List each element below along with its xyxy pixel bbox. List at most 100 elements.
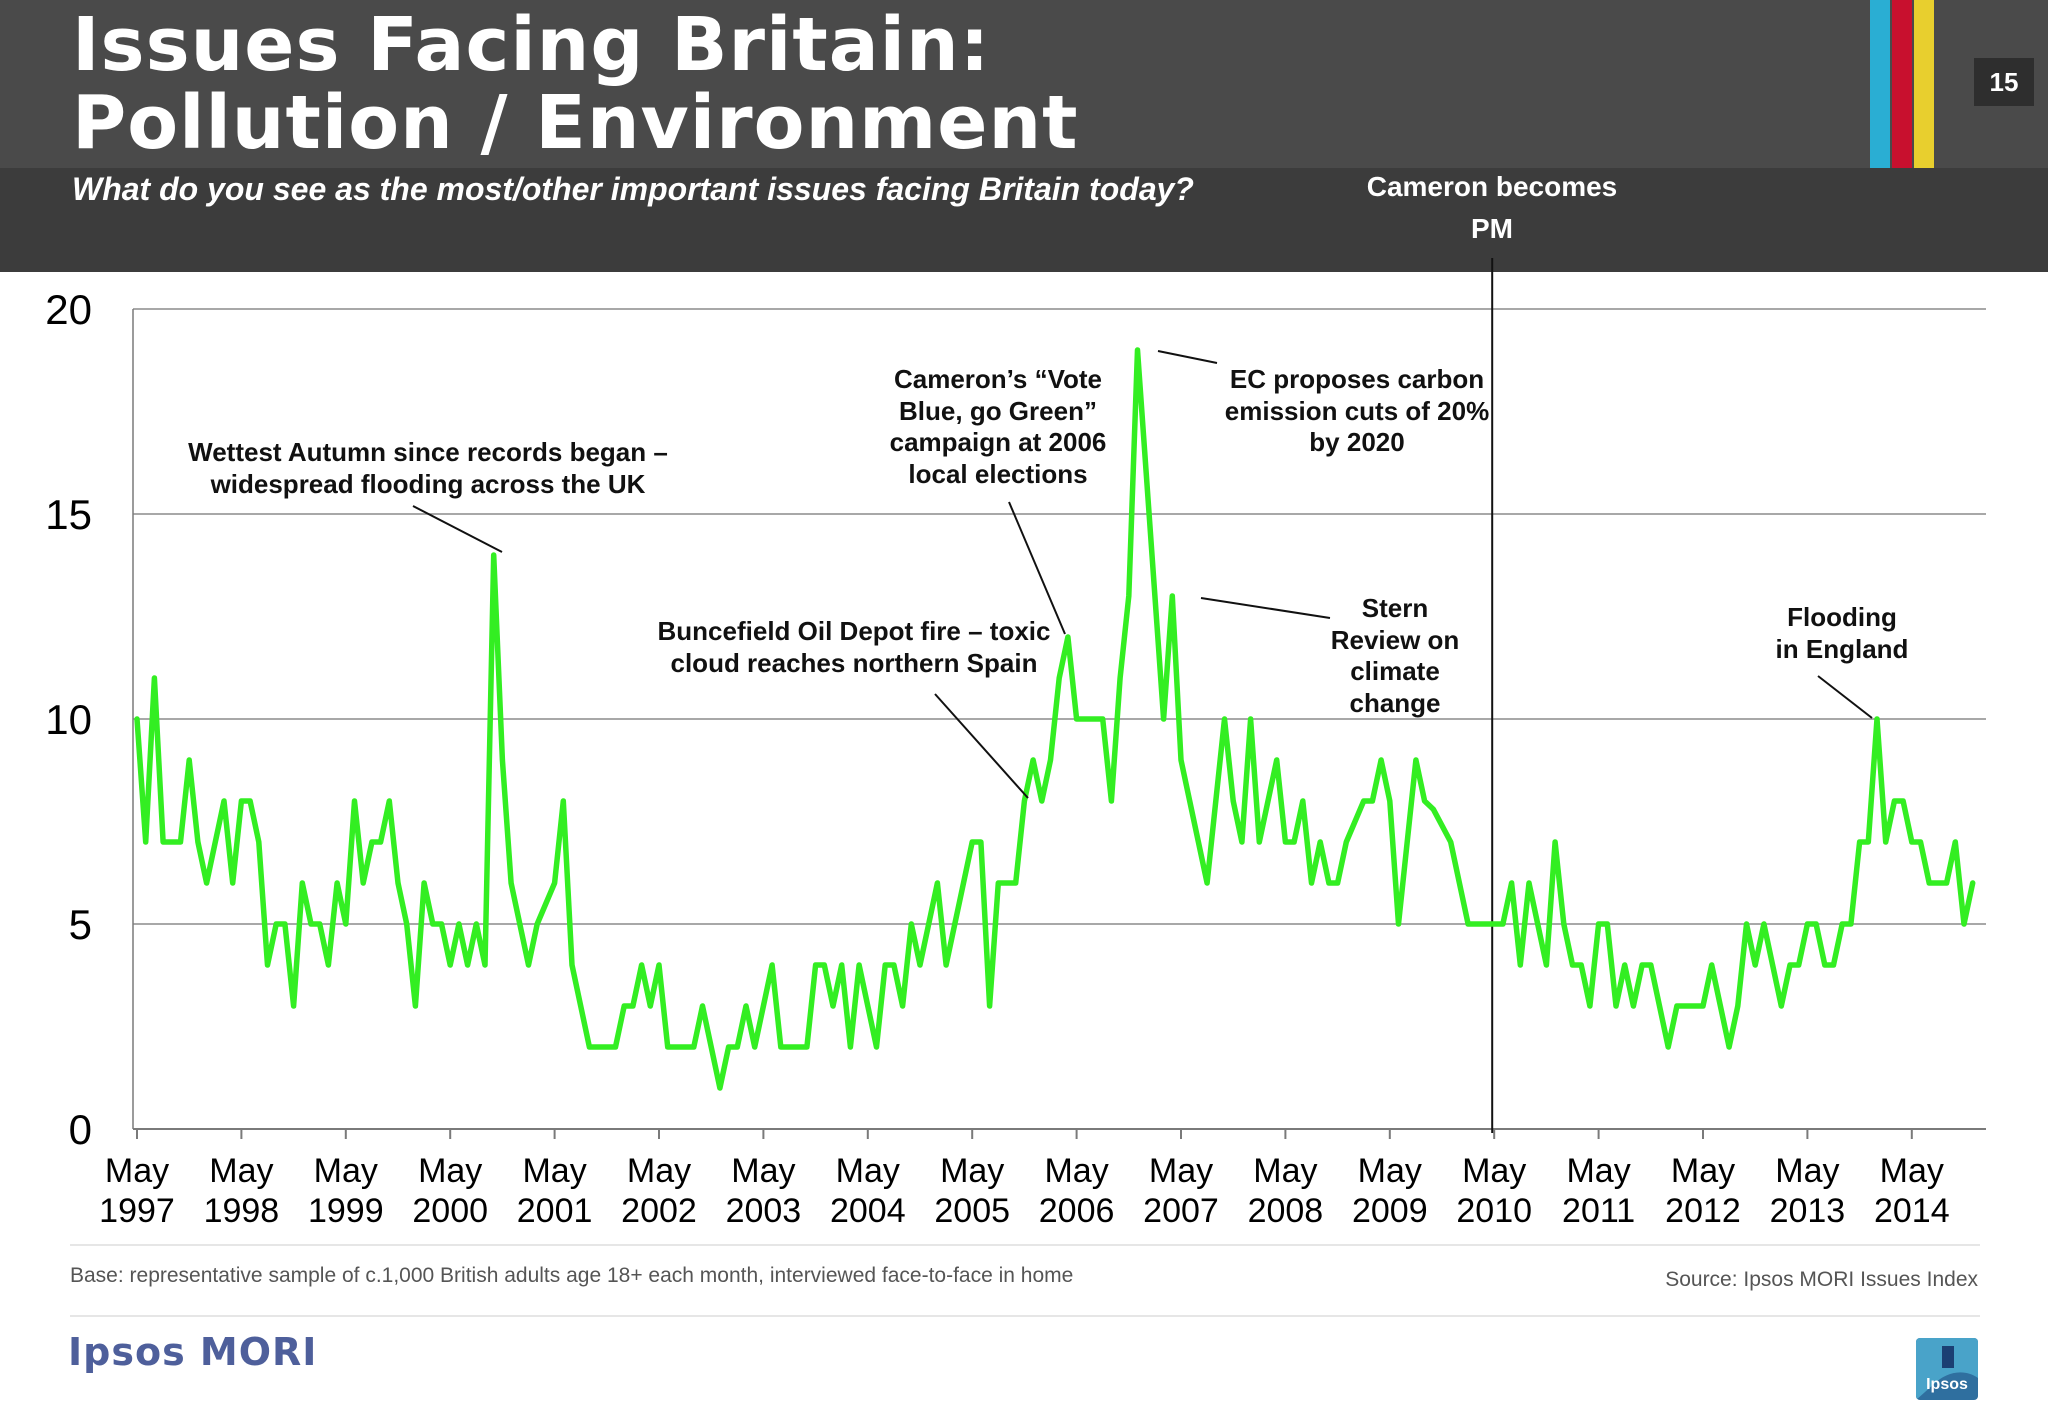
data-point [770,963,774,967]
data-point [683,1045,687,1049]
data-point [1571,963,1574,967]
data-point [1153,594,1157,598]
x-tick-label-month: May [731,1152,795,1190]
data-point [1110,799,1113,803]
data-point [1188,799,1191,803]
x-tick-label-year: 1998 [204,1192,280,1230]
data-point [866,1004,869,1008]
data-point [1319,840,1322,844]
data-point [553,881,556,885]
data-point [170,840,173,844]
x-tick-label-month: May [1358,1152,1422,1190]
data-point [857,963,861,967]
data-point [1388,799,1392,803]
data-point [188,758,191,762]
data-point [1597,922,1600,926]
data-point [701,1004,704,1008]
data-point [1936,881,1940,885]
x-tick-label-year: 2000 [412,1192,488,1230]
data-point [779,1045,782,1049]
data-point [1379,758,1383,762]
y-tick-label: 5 [69,901,92,948]
data-point [1727,1045,1731,1049]
data-point [1710,963,1713,967]
cameron-pm-marker: Cameron becomes PM [1367,171,1618,1133]
data-point [544,902,548,905]
x-tick-label-month: May [1462,1152,1526,1190]
data-point [605,1045,608,1049]
data-point [1501,922,1505,926]
data-point [1954,840,1957,844]
data-point [1640,963,1644,967]
data-point [257,840,260,844]
footer-divider [70,1244,1980,1246]
data-point [727,1045,730,1049]
data-point [1092,717,1096,721]
data-point [1214,799,1218,803]
annotation-leader [934,693,1029,799]
x-tick-label-year: 2009 [1352,1192,1428,1230]
data-point [536,922,539,926]
data-point [449,963,452,967]
x-tick-label-year: 2003 [726,1192,802,1230]
pm-marker-label: Cameron becomes [1367,171,1618,202]
data-point [214,840,217,844]
data-point [1867,840,1870,844]
data-point [1823,963,1827,967]
data-point [1701,1004,1705,1008]
x-tick-label-month: May [105,1152,169,1190]
data-point [823,963,826,967]
data-point [1762,922,1766,926]
data-point [466,963,469,967]
x-tick-label-month: May [314,1152,378,1190]
x-tick-label-year: 2005 [934,1192,1010,1230]
x-tick-label-year: 2013 [1770,1192,1846,1230]
data-point [335,881,339,885]
x-tick-label-year: 2014 [1874,1192,1950,1230]
data-point [1136,348,1139,352]
brand-stripe-yellow [1914,0,1934,168]
data-point [292,1004,295,1008]
data-point [1101,717,1104,721]
data-point [1536,922,1539,926]
page-subtitle: What do you see as the most/other import… [72,171,1194,207]
data-point [1928,881,1931,885]
data-point [1719,1004,1722,1008]
data-point [1693,1004,1696,1008]
data-point [1884,840,1887,844]
annotation-line: EC proposes carbon [1230,364,1484,394]
data-point [1458,881,1461,885]
data-point [266,963,269,967]
data-point [1745,922,1748,926]
data-point [944,963,948,967]
annotation-line: local elections [908,459,1087,489]
data-point [1649,963,1653,967]
data-point [1806,922,1809,926]
data-point [153,676,156,680]
data-point [457,922,461,926]
data-point [953,922,956,926]
footer-divider [70,1315,1980,1317]
data-point [1962,922,1966,926]
data-point [1562,922,1566,926]
annotation-leader-lines [412,350,1873,799]
data-point [962,881,965,885]
data-point [1049,758,1052,762]
data-point [1118,676,1122,680]
data-point [1249,717,1252,721]
data-point [1614,1004,1618,1008]
data-point [1632,1004,1635,1008]
data-point [344,922,347,926]
data-point [1197,840,1200,844]
data-point [362,881,365,885]
data-point [1353,820,1357,823]
data-point [1893,799,1896,803]
logo-text: Ipsos [1926,1376,1968,1393]
annotation-line: in England [1776,634,1909,664]
data-point [1232,799,1235,803]
page-number: 15 [1974,58,2034,106]
data-point [1162,717,1165,721]
data-point [1623,963,1626,967]
y-tick-label: 10 [45,696,92,743]
x-tick-label-year: 2002 [621,1192,697,1230]
